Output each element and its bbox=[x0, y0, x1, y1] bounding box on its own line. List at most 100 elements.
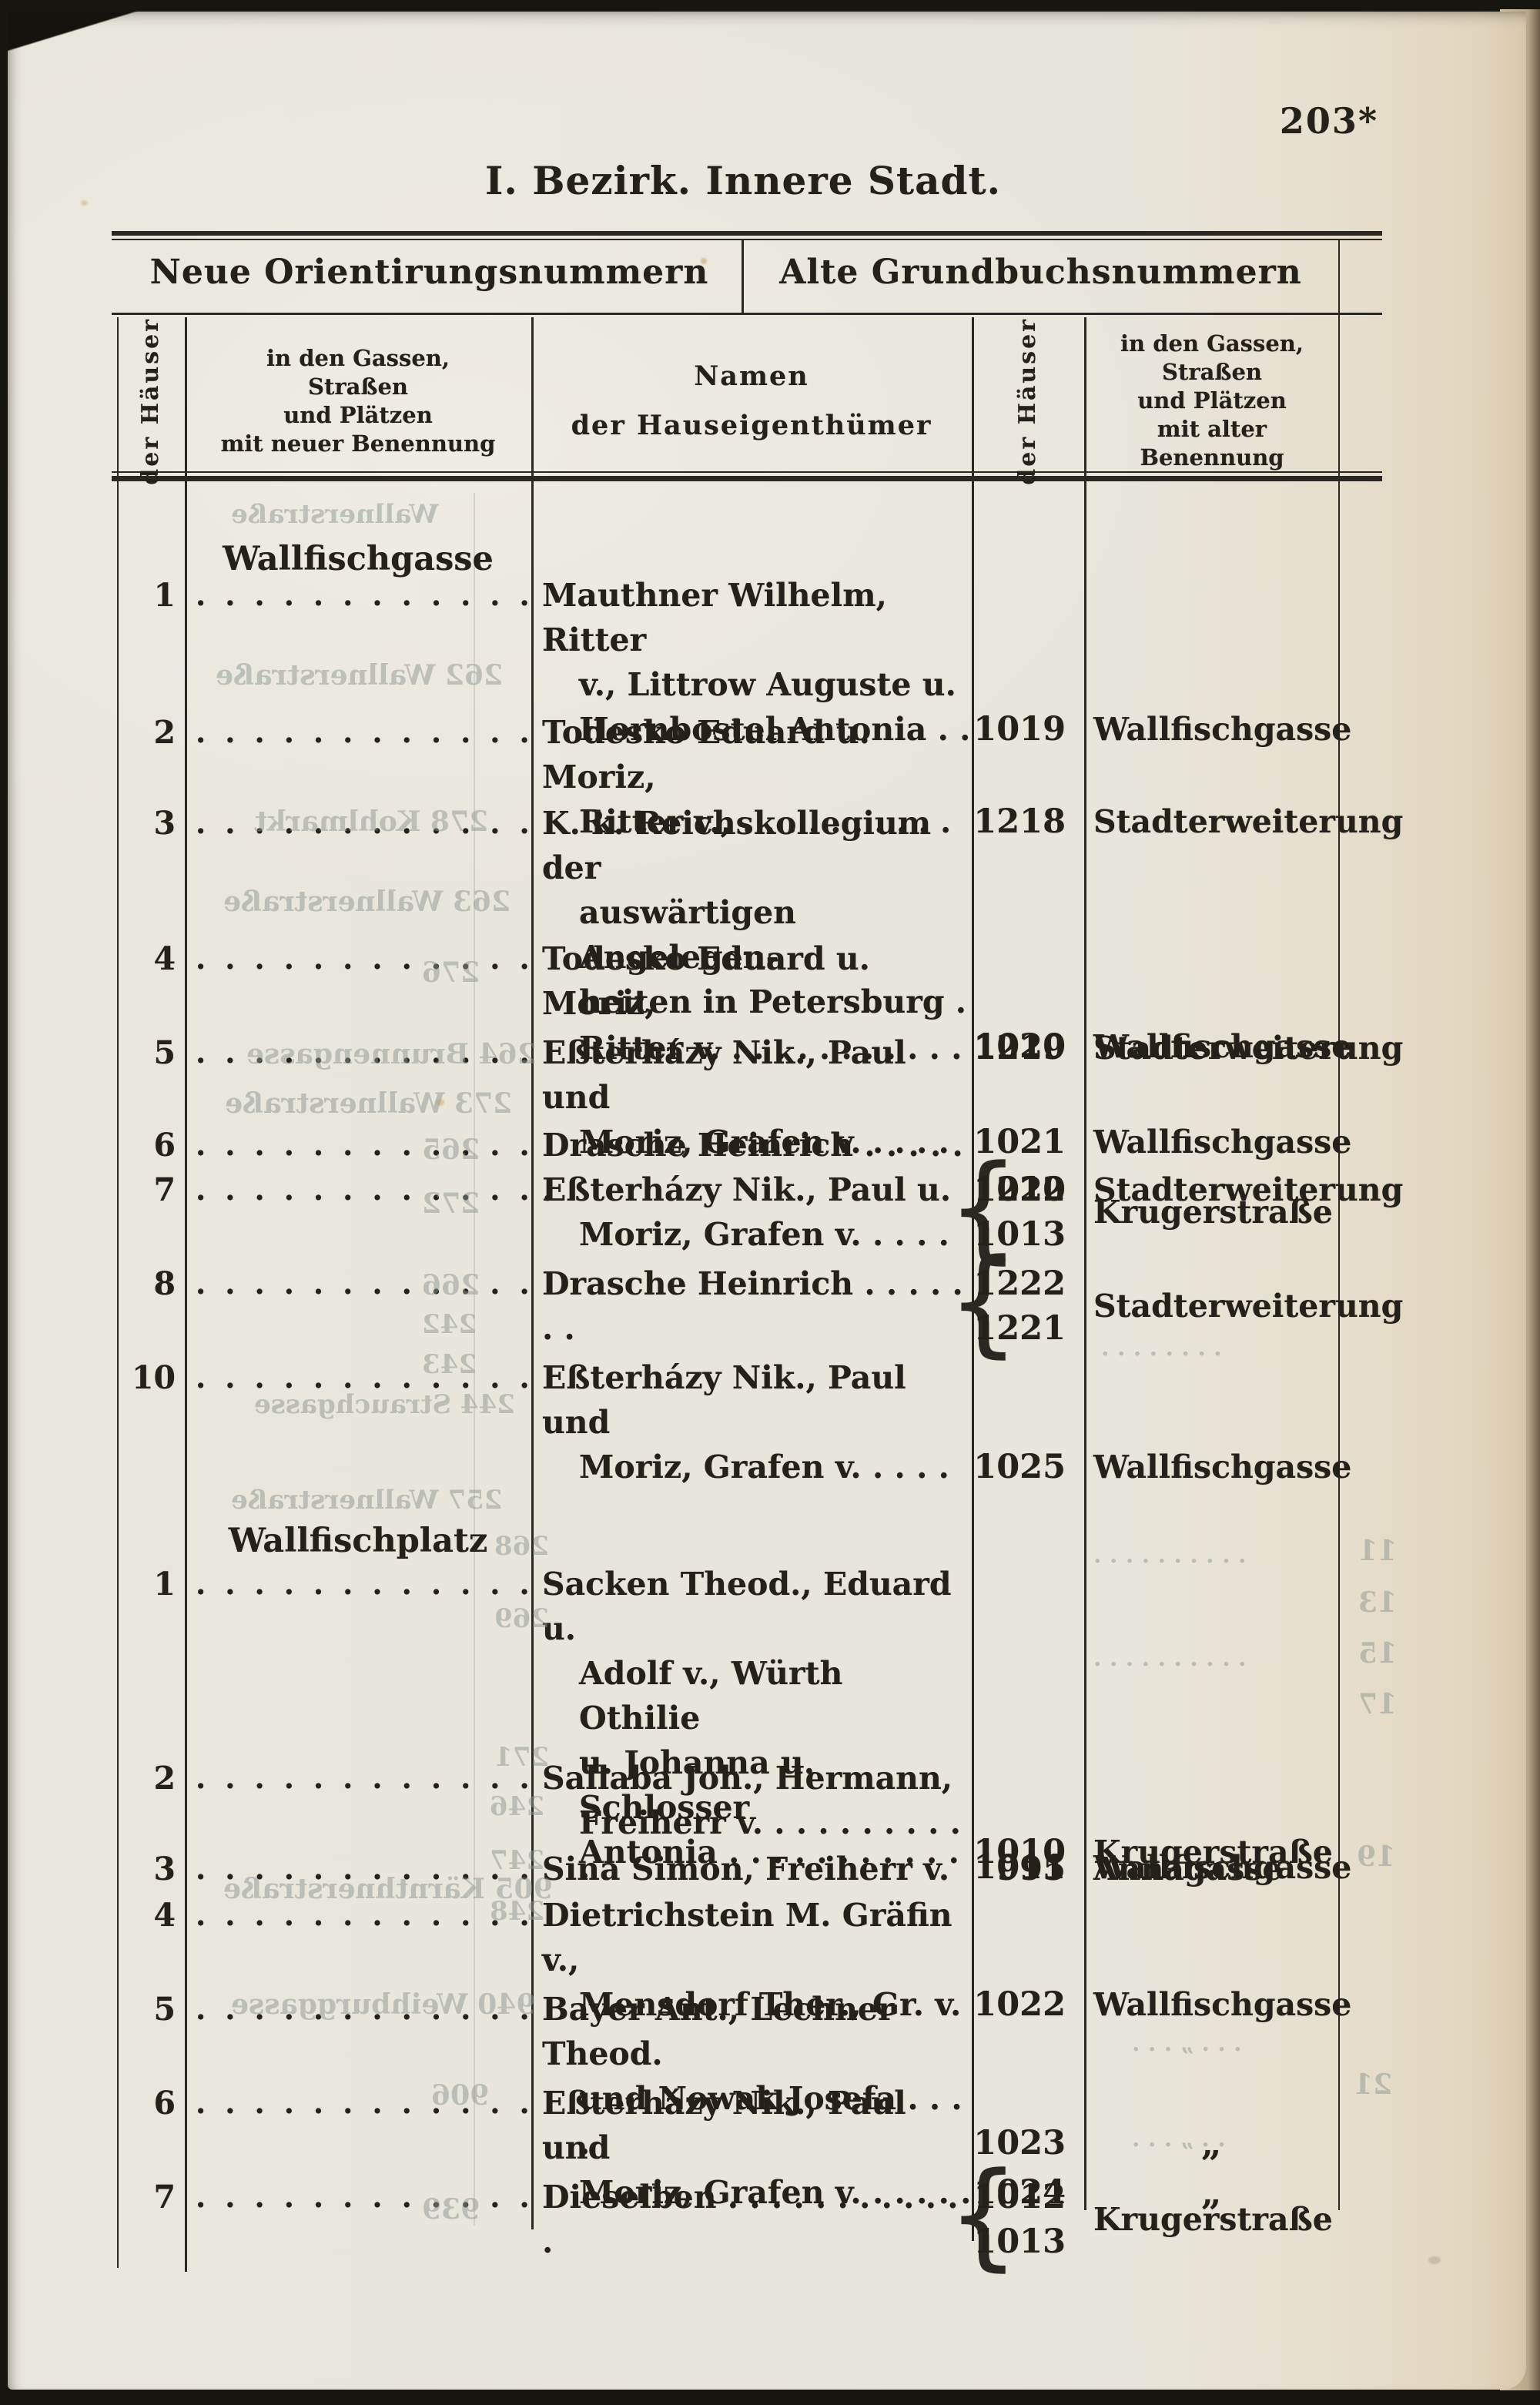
bleedthrough-ghost-text: . . . „ . . . bbox=[1132, 2030, 1242, 2057]
group-header-rule bbox=[112, 313, 1382, 315]
old-street-name: „ bbox=[1201, 2122, 1222, 2164]
register-row: 2.................... Todesko Eduard u. M… bbox=[117, 710, 1403, 841]
bleedthrough-ghost-text: 276 bbox=[422, 956, 480, 989]
house-number-new: 8 bbox=[153, 1265, 176, 1302]
old-street-name: Stadterweiterung bbox=[1093, 1030, 1404, 1067]
dotted-leader: .................... bbox=[196, 2179, 531, 2214]
old-street-name: Annagasse bbox=[1093, 1851, 1283, 1887]
owner-name: K. k. Reichskollegium der auswärtigen Ang… bbox=[542, 805, 967, 1065]
colhead-house-number-old: der Häuser bbox=[972, 317, 1084, 485]
dotted-leader: .................... bbox=[196, 1360, 531, 1395]
dotted-leader: .................... bbox=[196, 578, 531, 612]
old-street-name: Wallfischgasse bbox=[1093, 1849, 1352, 1886]
owner-name: Eßterházy Nik., Paul und Moriz, Grafen v.… bbox=[542, 1359, 949, 1486]
group-header-new-numbers: Neue Orientirungsnummern bbox=[149, 253, 709, 292]
bleedthrough-ghost-text: . . . . . . . . bbox=[1101, 1335, 1222, 1362]
house-number-old: 1023 bbox=[973, 2124, 1066, 2162]
column-header-row: der Häuser in den Gassen, Straßen und Pl… bbox=[117, 317, 1340, 485]
bleedthrough-ghost-text: 266 bbox=[422, 1269, 480, 1301]
house-number-new: 1 bbox=[153, 577, 176, 614]
bleedthrough-ghost-text: 939 bbox=[422, 2193, 480, 2226]
bleedthrough-ghost-text: 19 bbox=[1357, 1841, 1396, 1873]
house-number-old: 995 bbox=[996, 1850, 1066, 1888]
house-number-old: 1020 bbox=[973, 1027, 1066, 1066]
owner-name: Sacken Theod., Eduard u. Adolf v., Würth … bbox=[542, 1566, 959, 1871]
bleedthrough-ghost-text: . . . . . . . . . . bbox=[1093, 1645, 1247, 1672]
house-number-new: 1 bbox=[153, 1566, 176, 1603]
dotted-leader: .................... bbox=[196, 1172, 531, 1207]
dotted-leader: .................... bbox=[196, 1760, 531, 1795]
house-number-old: 1010 bbox=[973, 1833, 1066, 1871]
bleedthrough-ghost-text: 273 Wallnerstraße bbox=[225, 1087, 513, 1120]
bleedthrough-ghost-text: 263 Wallnerstraße bbox=[223, 886, 511, 918]
paper-fleck bbox=[436, 1099, 444, 1106]
bleedthrough-ghost-text: 17 bbox=[1358, 1688, 1398, 1720]
old-street-name: Krugerstraße bbox=[1093, 1834, 1333, 1871]
dotted-leader: .................... bbox=[196, 941, 531, 976]
table-top-rule-thick bbox=[112, 231, 1382, 236]
bleedthrough-ghost-text: 272 bbox=[422, 1187, 480, 1220]
bleedthrough-ghost-text: 264 Brunnengasse bbox=[246, 1038, 537, 1070]
register-row: 7.................... Eßterházy Nik., Pau… bbox=[117, 1150, 1340, 1266]
bleedthrough-ghost-text: 268 bbox=[494, 1531, 549, 1562]
bleedthrough-ghost-text: 905 Kärnthnerstraße bbox=[223, 1873, 553, 1905]
bleedthrough-ghost-text: 271 bbox=[494, 1742, 549, 1773]
dotted-leader: .................... bbox=[196, 715, 531, 749]
register-row: 3.................... Sina Simon, Freiher… bbox=[117, 1847, 1340, 1891]
register-row: 5.................... Bayer Ant., Lechner… bbox=[117, 1987, 1340, 2164]
col-divider-4 bbox=[1084, 317, 1086, 2210]
house-number-new: 6 bbox=[153, 1127, 176, 1164]
owner-name: Mauthner Wilhelm, Ritter v., Littrow Augu… bbox=[542, 577, 971, 748]
register-row: 10.................... Eßterházy Nik., Pa… bbox=[117, 1355, 1351, 1486]
house-number-old: 1219 bbox=[973, 1029, 1066, 1067]
group-header-old-numbers: Alte Grundbuchsnummern bbox=[779, 253, 1302, 292]
group-header-divider bbox=[742, 240, 744, 313]
book-page bbox=[8, 12, 1526, 2390]
old-street-name: Stadterweiterung bbox=[1093, 803, 1404, 840]
col-divider-1 bbox=[185, 317, 187, 2272]
house-number-old: 1025 bbox=[973, 1448, 1066, 1486]
bleedthrough-ghost-text: 13 bbox=[1358, 1586, 1398, 1619]
house-number-new: 3 bbox=[153, 805, 176, 842]
house-number-old: 1022 bbox=[973, 1985, 1066, 2024]
owner-name: Todesko Eduard u. Moriz, Ritter v., . . .… bbox=[542, 714, 952, 840]
house-number-new: 4 bbox=[153, 1897, 176, 1934]
register-row: 6.................... Drasche Heinrich . … bbox=[117, 1123, 1403, 1209]
table-right-border bbox=[1338, 240, 1340, 2210]
page-corner-shadow bbox=[8, 12, 139, 52]
house-number-new: 5 bbox=[153, 1991, 176, 2028]
house-number-old: 1222 1221 bbox=[973, 1264, 1066, 1348]
house-number-new: 3 bbox=[153, 1851, 176, 1887]
bleedthrough-ghost-text: 247 bbox=[490, 1845, 544, 1876]
register-row: 4.................... Dietrichstein M. Gr… bbox=[117, 1893, 1351, 2024]
dotted-leader: .................... bbox=[196, 1035, 531, 1070]
old-street-name: Wallfischgasse bbox=[1093, 1449, 1352, 1486]
owner-name: Eßterházy Nik., Paul und Moriz, Grafen v.… bbox=[542, 1034, 949, 1161]
dotted-leader: .................... bbox=[196, 1851, 531, 1886]
register-row: 5.................... Eßterházy Nik., Pau… bbox=[117, 1030, 1351, 1161]
street-section-heading: Wallfischplatz bbox=[228, 1522, 488, 1560]
page-number: 203* bbox=[1279, 100, 1378, 142]
old-street-name: Stadterweiterung bbox=[1093, 1288, 1404, 1325]
dotted-leader: .................... bbox=[196, 1898, 531, 1932]
register-row: 2.................... Sallaba Joh., Herma… bbox=[117, 1756, 1351, 1887]
paper-fleck bbox=[701, 258, 707, 264]
old-street-name: Krugerstraße bbox=[1093, 2201, 1333, 2238]
colhead-house-number-new: der Häuser bbox=[117, 317, 185, 485]
colhead-old-street: in den Gassen, Straßen und Plätzen mit a… bbox=[1120, 330, 1304, 471]
house-number-old: 1218 bbox=[973, 802, 1066, 841]
bleedthrough-ghost-text: 243 bbox=[422, 1349, 477, 1380]
owner-name: Drasche Heinrich . . . . . . . bbox=[542, 1265, 963, 1347]
table-top-rule-thin bbox=[112, 239, 1382, 240]
house-number-old: 1024 bbox=[973, 2173, 1066, 2212]
house-number-old: 1012 1013 bbox=[973, 2178, 1066, 2261]
colhead-rule-thin bbox=[112, 471, 1382, 473]
register-row: 6.................... Eßterházy Nik., Pau… bbox=[117, 2081, 1340, 2213]
bleedthrough-ghost-text: 262 Wallnerstraße bbox=[216, 659, 504, 692]
owner-name: Sallaba Joh., Hermann, Freiherr v. . . . … bbox=[542, 1760, 961, 1886]
colhead-new-street: in den Gassen, Straßen und Plätzen mit n… bbox=[220, 344, 496, 457]
bleedthrough-ghost-text: 15 bbox=[1358, 1637, 1398, 1670]
house-number-old: 1019 bbox=[973, 710, 1066, 749]
page-title: I. Bezirk. Innere Stadt. bbox=[485, 158, 1001, 203]
register-row: 1.................... Sacken Theod., Edua… bbox=[117, 1562, 1340, 1871]
